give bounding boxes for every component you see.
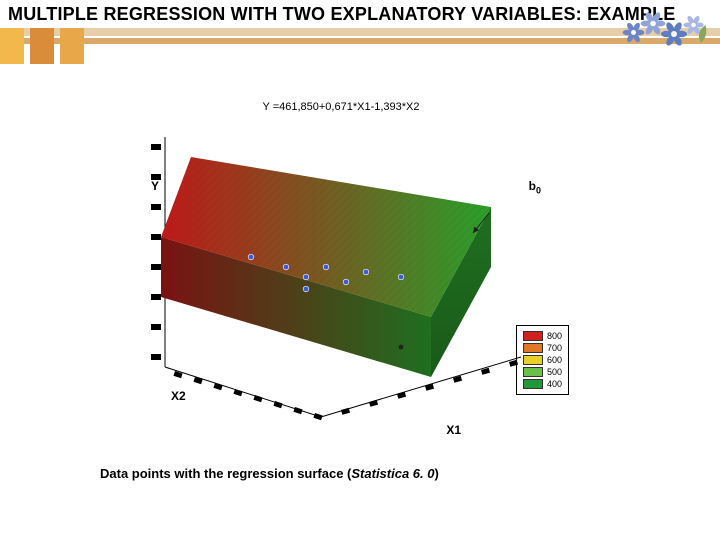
legend-value: 800: [547, 330, 562, 342]
x2-axis-label: X2: [171, 389, 186, 403]
legend-value: 700: [547, 342, 562, 354]
b0-annotation: b0: [529, 179, 541, 195]
y-axis-label: Y: [151, 179, 159, 193]
legend-item: 700: [523, 342, 562, 354]
legend-value: 500: [547, 366, 562, 378]
x1-axis-label: X1: [446, 423, 461, 437]
legend-swatch: [523, 343, 543, 353]
regression-equation: Y =461,850+0,671*X1-1,393*X2: [263, 101, 420, 113]
legend-value: 400: [547, 378, 562, 390]
b0-text: b: [529, 179, 536, 193]
legend-item: 400: [523, 378, 562, 390]
caption-pre: Data points with the regression surface …: [100, 466, 351, 481]
legend-item: 600: [523, 354, 562, 366]
caption-post: ): [435, 466, 439, 481]
slide-title: MULTIPLE REGRESSION WITH TWO EXPLANATORY…: [8, 4, 676, 25]
legend-item: 800: [523, 330, 562, 342]
legend-swatch: [523, 379, 543, 389]
color-legend: 800700600500400: [516, 325, 569, 395]
figure-caption: Data points with the regression surface …: [100, 466, 439, 481]
flower-decoration: [596, 0, 716, 56]
legend-value: 600: [547, 354, 562, 366]
caption-source: Statistica 6. 0: [351, 466, 434, 481]
legend-swatch: [523, 355, 543, 365]
b0-sub: 0: [536, 185, 541, 195]
legend-item: 500: [523, 366, 562, 378]
regression-3d-chart: Y =461,850+0,671*X1-1,393*X2: [100, 96, 582, 458]
legend-swatch: [523, 331, 543, 341]
legend-swatch: [523, 367, 543, 377]
